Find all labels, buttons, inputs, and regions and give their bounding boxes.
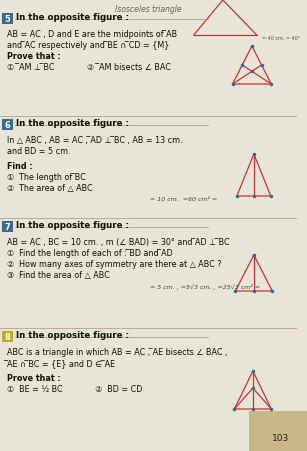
FancyBboxPatch shape <box>2 13 13 24</box>
Text: AB = AC , D and E are the midpoints of ̅AB: AB = AC , D and E are the midpoints of ̅… <box>7 30 177 39</box>
Text: In △ ABC , AB = AC , ̅AD ⊥ ̅BC , AB = 13 cm.: In △ ABC , AB = AC , ̅AD ⊥ ̅BC , AB = 13… <box>7 136 182 145</box>
Text: = 40 cm. = 40°: = 40 cm. = 40° <box>262 36 300 41</box>
Text: In the opposite figure :: In the opposite figure : <box>15 120 129 129</box>
Text: ①  BE = ½ BC             ②  BD = CD: ① BE = ½ BC ② BD = CD <box>7 385 142 394</box>
Text: ①  Find the length of each of : ̅BD and ̅AD: ① Find the length of each of : ̅BD and ̅… <box>7 249 173 258</box>
Text: ①  ̅AM ⊥ ̅BC             ②  ̅AM bisects ∠ BAC: ① ̅AM ⊥ ̅BC ② ̅AM bisects ∠ BAC <box>7 63 171 72</box>
Text: and ̅AC respectively and ̅BE ∩ ̅CD = {M}: and ̅AC respectively and ̅BE ∩ ̅CD = {M} <box>7 41 169 50</box>
Text: ③  Find the area of △ ABC: ③ Find the area of △ ABC <box>7 271 110 280</box>
Text: Find :: Find : <box>7 162 33 171</box>
Text: Prove that :: Prove that : <box>7 52 60 61</box>
FancyBboxPatch shape <box>2 221 13 232</box>
Text: In the opposite figure :: In the opposite figure : <box>15 221 129 230</box>
FancyBboxPatch shape <box>2 119 13 130</box>
Text: ②  The area of △ ABC: ② The area of △ ABC <box>7 184 92 193</box>
Text: In the opposite figure :: In the opposite figure : <box>15 331 129 341</box>
Text: Isosceles triangle: Isosceles triangle <box>115 5 181 14</box>
Text: 5: 5 <box>4 14 10 23</box>
Text: ABC is a triangle in which AB = AC , ̅AE bisects ∠ BAC ,: ABC is a triangle in which AB = AC , ̅AE… <box>7 348 227 357</box>
Text: ②  How many axes of symmetry are there at △ ABC ?: ② How many axes of symmetry are there at… <box>7 260 221 269</box>
Text: In the opposite figure :: In the opposite figure : <box>15 14 129 23</box>
Text: 103: 103 <box>271 434 289 443</box>
Text: 6: 6 <box>4 120 10 129</box>
Text: 8: 8 <box>4 332 10 341</box>
Text: = 10 cm.  =60 cm² =: = 10 cm. =60 cm² = <box>150 197 217 202</box>
Text: and BD = 5 cm.: and BD = 5 cm. <box>7 147 70 156</box>
Text: = 5 cm. , =5√3 cm. , =25√3 cm² =: = 5 cm. , =5√3 cm. , =25√3 cm² = <box>150 284 260 290</box>
Text: Prove that :: Prove that : <box>7 374 60 383</box>
Text: ̅AE ∩ ̅BC = {E} and D ∈ ̅AE: ̅AE ∩ ̅BC = {E} and D ∈ ̅AE <box>7 359 115 368</box>
Text: 7: 7 <box>4 222 10 231</box>
Text: ①  The length of ̅BC: ① The length of ̅BC <box>7 173 86 182</box>
FancyBboxPatch shape <box>2 331 13 342</box>
Text: AB = AC , BC = 10 cm. , m (∠ BAD) = 30° and ̅AD ⊥ ̅BC: AB = AC , BC = 10 cm. , m (∠ BAD) = 30° … <box>7 238 229 247</box>
